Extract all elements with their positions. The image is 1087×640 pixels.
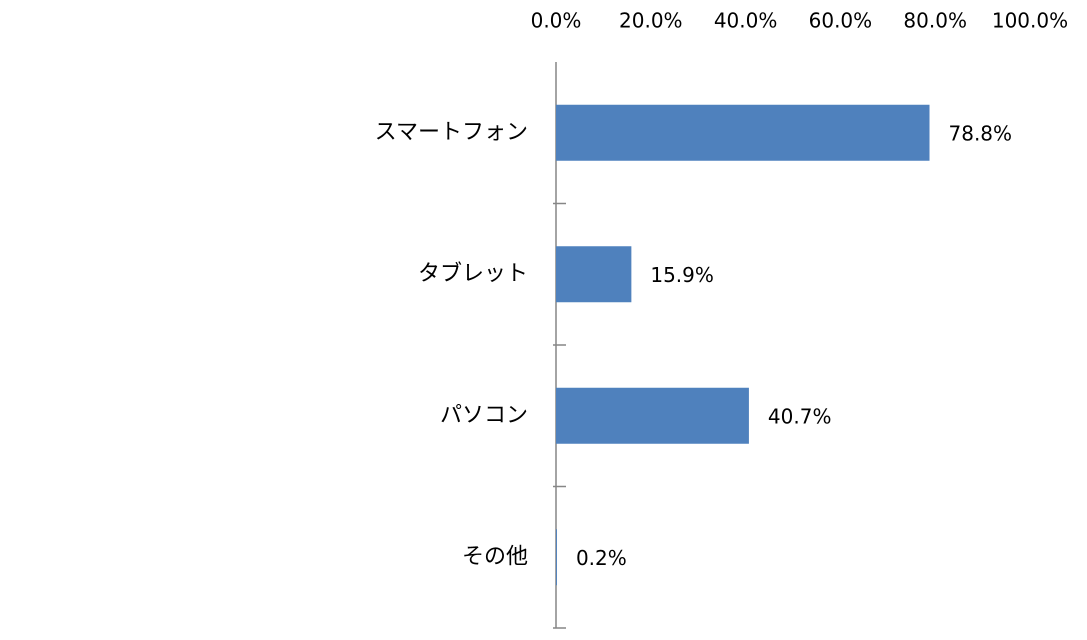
y-tick-label: スマートフォン <box>375 120 528 145</box>
y-tick-label: その他 <box>462 544 528 569</box>
x-tick-label: 0.0% <box>531 9 582 33</box>
x-tick-label: 20.0% <box>619 9 683 33</box>
data-label: 40.7% <box>768 404 832 428</box>
bar <box>556 387 749 444</box>
bar <box>556 104 930 161</box>
x-tick-label: 80.0% <box>903 9 967 33</box>
data-label: 0.2% <box>576 546 627 570</box>
bar <box>556 246 632 303</box>
data-label: 78.8% <box>949 121 1013 145</box>
y-tick-label: タブレット <box>418 261 528 286</box>
x-tick-label: 100.0% <box>992 9 1068 33</box>
x-tick-label: 60.0% <box>809 9 873 33</box>
y-tick-label: パソコン <box>440 403 528 428</box>
data-label: 15.9% <box>650 263 714 287</box>
bar <box>556 529 557 586</box>
x-tick-label: 40.0% <box>714 9 778 33</box>
